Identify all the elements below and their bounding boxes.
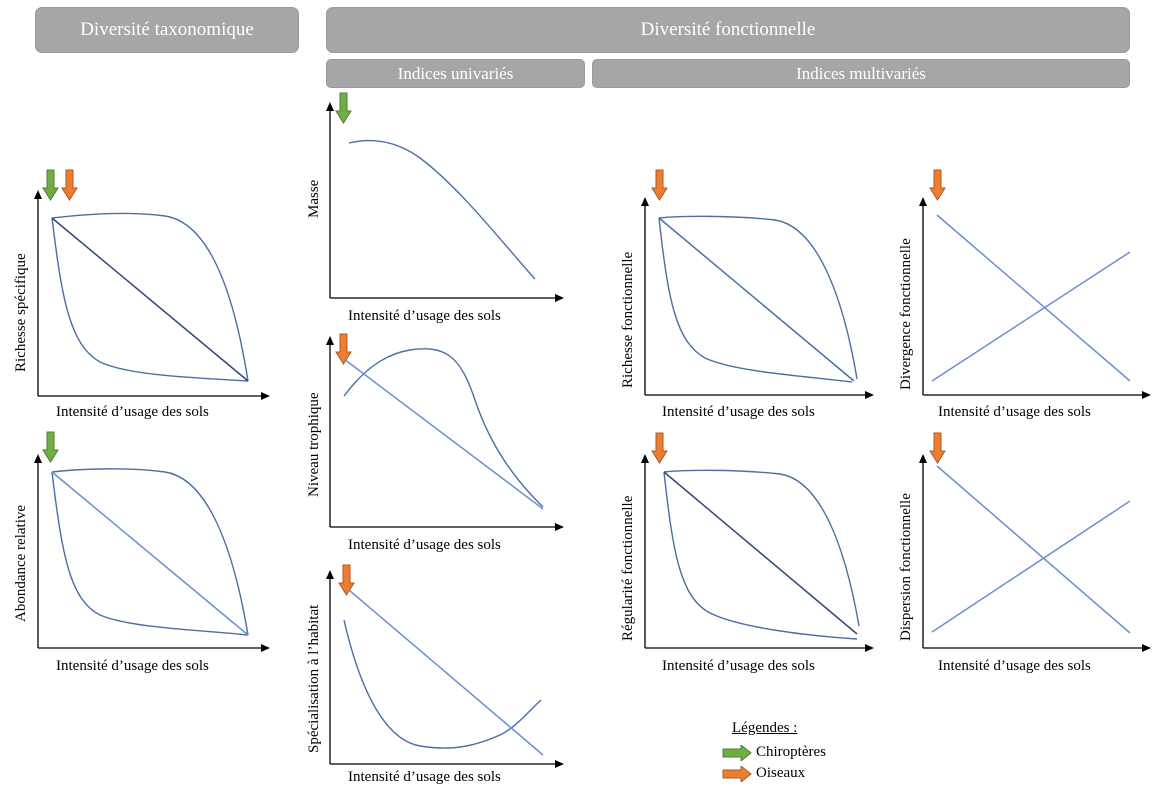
orange-arrow-icon [335,333,352,365]
axes [919,197,1151,399]
axes [34,190,270,400]
x-axis-label: Intensité d’usage des sols [348,308,501,324]
header-functional-diversity: Diversité fonctionnelle [326,7,1130,53]
increasing-line [931,251,1131,382]
orange-arrow-icon [929,432,946,464]
green-arrow-icon [42,169,59,201]
decreasing-line [936,214,1131,382]
header-taxonomic-diversity: Diversité taxonomique [35,7,299,53]
legend-label: Chiroptères [756,744,826,760]
green-arrow-icon [42,431,59,463]
legend-label: Oiseaux [756,765,806,781]
header-univariate-indices: Indices univariés [326,59,585,88]
green-right-arrow-icon [722,744,752,761]
straight-line [348,589,544,756]
x-axis-label: Intensité d’usage des sols [348,769,501,785]
decreasing-line [936,465,1131,634]
axes [34,454,270,652]
curves [51,468,249,636]
orange-arrow-icon [338,564,355,596]
axes [326,336,564,531]
axes [919,454,1151,652]
x-axis-label: Intensité d’usage des sols [56,658,209,674]
header-multivariate-indices: Indices multivariés [592,59,1130,88]
indicator-arrows [42,169,78,201]
curve [343,619,542,749]
orange-arrow-icon [929,169,946,201]
curves [663,469,860,640]
legend-item-chiropteres: Chiroptères [722,744,826,761]
orange-arrow-icon [651,432,668,464]
orange-arrow-icon [61,169,78,201]
x-axis-label: Intensité d’usage des sols [938,658,1091,674]
curve [343,348,544,508]
x-axis-label: Intensité d’usage des sols [348,537,501,553]
axes [326,102,564,302]
straight-line [343,358,544,510]
x-axis-label: Intensité d’usage des sols [938,404,1091,420]
x-axis-label: Intensité d’usage des sols [662,404,815,420]
curves [51,212,249,382]
axes [641,454,874,652]
orange-arrow-icon [651,169,668,201]
increasing-line [931,500,1131,633]
x-axis-label: Intensité d’usage des sols [56,404,209,420]
orange-right-arrow-icon [722,765,752,782]
legend-item-oiseaux: Oiseaux [722,765,805,782]
curve [348,139,536,280]
axes [641,197,874,399]
x-axis-label: Intensité d’usage des sols [662,658,815,674]
legend-title: Légendes : [732,720,798,736]
y-axis-label: Dispersion fonctionnelle [898,493,914,641]
axes [326,570,564,768]
green-arrow-icon [335,92,352,124]
curves [658,215,858,383]
